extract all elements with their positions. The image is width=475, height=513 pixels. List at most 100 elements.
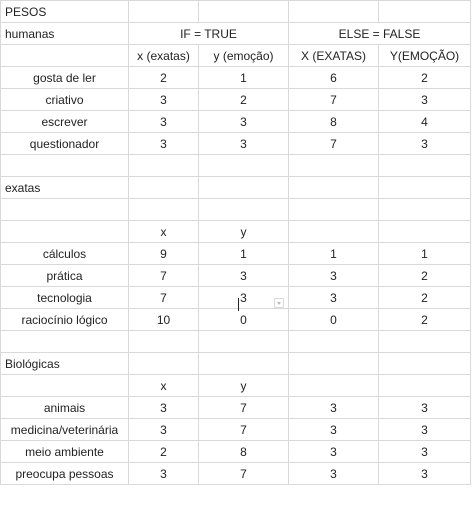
value-cell[interactable]: 1 — [378, 242, 471, 265]
empty-cell[interactable] — [0, 330, 129, 353]
empty-cell[interactable] — [128, 352, 199, 375]
empty-cell[interactable] — [288, 0, 379, 23]
empty-cell[interactable] — [0, 374, 129, 397]
value-cell[interactable]: 3 — [378, 88, 471, 111]
value-cell[interactable]: 10 — [128, 308, 199, 331]
empty-cell[interactable] — [198, 176, 289, 199]
value-cell[interactable]: 3 — [128, 110, 199, 133]
else-false-header-cell[interactable]: ELSE = FALSE — [288, 22, 471, 45]
humanas-label-cell[interactable]: humanas — [0, 22, 129, 45]
row-label-cell[interactable]: questionador — [0, 132, 129, 155]
value-cell[interactable]: 3 — [128, 132, 199, 155]
row-label-cell[interactable]: gosta de ler — [0, 66, 129, 89]
value-cell[interactable]: 3 — [378, 396, 471, 419]
row-label-cell[interactable]: meio ambiente — [0, 440, 129, 463]
empty-cell[interactable] — [198, 0, 289, 23]
column-header-cell[interactable]: y — [198, 374, 289, 397]
empty-cell[interactable] — [128, 0, 199, 23]
exatas-label-cell[interactable]: exatas — [0, 176, 129, 199]
value-cell[interactable]: 3 — [198, 264, 289, 287]
value-cell[interactable]: 1 — [198, 242, 289, 265]
column-header-cell[interactable]: x — [128, 220, 199, 243]
empty-cell[interactable] — [288, 220, 379, 243]
value-cell[interactable]: 3 — [378, 132, 471, 155]
row-label-cell[interactable]: prática — [0, 264, 129, 287]
if-true-header-cell[interactable]: IF = TRUE — [128, 22, 289, 45]
row-label-cell[interactable]: animais — [0, 396, 129, 419]
empty-cell[interactable] — [0, 198, 129, 221]
row-label-cell[interactable]: medicina/veterinária — [0, 418, 129, 441]
value-cell[interactable]: 2 — [128, 66, 199, 89]
column-header-cell[interactable]: Y(EMOÇÃO) — [378, 44, 471, 67]
column-header-cell[interactable]: y (emoção) — [198, 44, 289, 67]
value-cell[interactable]: 3 — [288, 264, 379, 287]
empty-cell[interactable] — [378, 374, 471, 397]
value-cell[interactable]: 2 — [378, 286, 471, 309]
empty-cell[interactable] — [128, 198, 199, 221]
value-cell[interactable]: 3 — [378, 418, 471, 441]
empty-cell[interactable] — [198, 352, 289, 375]
value-cell[interactable]: 3 — [128, 396, 199, 419]
empty-cell[interactable] — [128, 330, 199, 353]
empty-cell[interactable] — [288, 198, 379, 221]
value-cell[interactable]: 7 — [128, 286, 199, 309]
value-cell[interactable]: 1 — [198, 66, 289, 89]
value-cell[interactable]: 7 — [198, 396, 289, 419]
empty-cell[interactable] — [378, 330, 471, 353]
empty-cell[interactable] — [128, 154, 199, 177]
value-cell[interactable]: 3 — [288, 286, 379, 309]
value-cell[interactable]: 8 — [198, 440, 289, 463]
column-header-cell[interactable]: x (exatas) — [128, 44, 199, 67]
value-cell[interactable]: 2 — [198, 88, 289, 111]
value-cell[interactable]: 3 — [128, 88, 199, 111]
value-cell[interactable]: 0 — [288, 308, 379, 331]
value-cell[interactable]: 2 — [378, 308, 471, 331]
value-cell[interactable]: 0 — [198, 308, 289, 331]
value-cell[interactable]: 2 — [378, 264, 471, 287]
value-cell[interactable]: 3 — [378, 462, 471, 485]
empty-cell[interactable] — [378, 154, 471, 177]
empty-cell[interactable] — [288, 330, 379, 353]
value-cell[interactable]: 3 — [128, 418, 199, 441]
empty-cell[interactable] — [378, 352, 471, 375]
row-label-cell[interactable]: escrever — [0, 110, 129, 133]
column-header-cell[interactable]: X (EXATAS) — [288, 44, 379, 67]
value-cell[interactable]: 3 — [378, 440, 471, 463]
value-cell[interactable]: 3 — [198, 110, 289, 133]
value-cell[interactable]: 3 — [288, 396, 379, 419]
value-cell[interactable]: 7 — [198, 462, 289, 485]
value-cell[interactable]: 2 — [378, 66, 471, 89]
empty-cell[interactable] — [378, 0, 471, 23]
value-cell[interactable]: 7 — [288, 88, 379, 111]
column-header-cell[interactable]: y — [198, 220, 289, 243]
row-label-cell[interactable]: criativo — [0, 88, 129, 111]
empty-cell[interactable] — [198, 154, 289, 177]
empty-cell[interactable] — [378, 220, 471, 243]
value-cell[interactable]: 4 — [378, 110, 471, 133]
empty-cell[interactable] — [288, 374, 379, 397]
value-cell[interactable]: 3 — [198, 132, 289, 155]
empty-cell[interactable] — [198, 198, 289, 221]
empty-cell[interactable] — [288, 154, 379, 177]
empty-cell[interactable] — [128, 176, 199, 199]
title-cell[interactable]: PESOS — [0, 0, 129, 23]
value-cell[interactable]: 7 — [198, 418, 289, 441]
value-cell[interactable]: 1 — [288, 242, 379, 265]
empty-cell[interactable] — [288, 352, 379, 375]
column-header-cell[interactable]: x — [128, 374, 199, 397]
value-cell[interactable]: 3 — [288, 440, 379, 463]
value-cell[interactable]: 3 — [288, 462, 379, 485]
empty-cell[interactable] — [0, 154, 129, 177]
empty-cell[interactable] — [0, 44, 129, 67]
row-label-cell[interactable]: cálculos — [0, 242, 129, 265]
empty-cell[interactable] — [288, 176, 379, 199]
biologicas-label-cell[interactable]: Biológicas — [0, 352, 129, 375]
value-cell[interactable]: 7 — [288, 132, 379, 155]
value-cell[interactable]: 9 — [128, 242, 199, 265]
row-label-cell[interactable]: preocupa pessoas — [0, 462, 129, 485]
empty-cell[interactable] — [378, 176, 471, 199]
value-cell[interactable]: 2 — [128, 440, 199, 463]
value-cell[interactable]: 3 — [128, 462, 199, 485]
dropdown-arrow-icon[interactable] — [274, 298, 284, 308]
value-cell[interactable]: 8 — [288, 110, 379, 133]
